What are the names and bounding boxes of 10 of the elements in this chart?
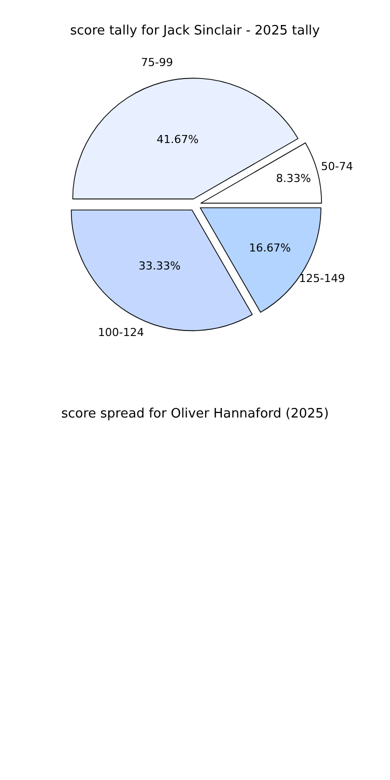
slice-label: 125-149 [299,272,345,285]
chart-title: score tally for Jack Sinclair - 2025 tally [70,24,320,39]
data-label: 33.33% [138,260,181,272]
text: score spread for Oliver Hannaford (2025) [61,406,329,422]
slice-label: 100-124 [98,326,144,339]
data-label: 41.67% [156,133,199,146]
slice-label: 50-74 [321,160,353,173]
data-label: 16.67% [248,242,291,255]
slice-label: 75-99 [141,56,173,69]
data-label: 8.33% [276,172,311,185]
